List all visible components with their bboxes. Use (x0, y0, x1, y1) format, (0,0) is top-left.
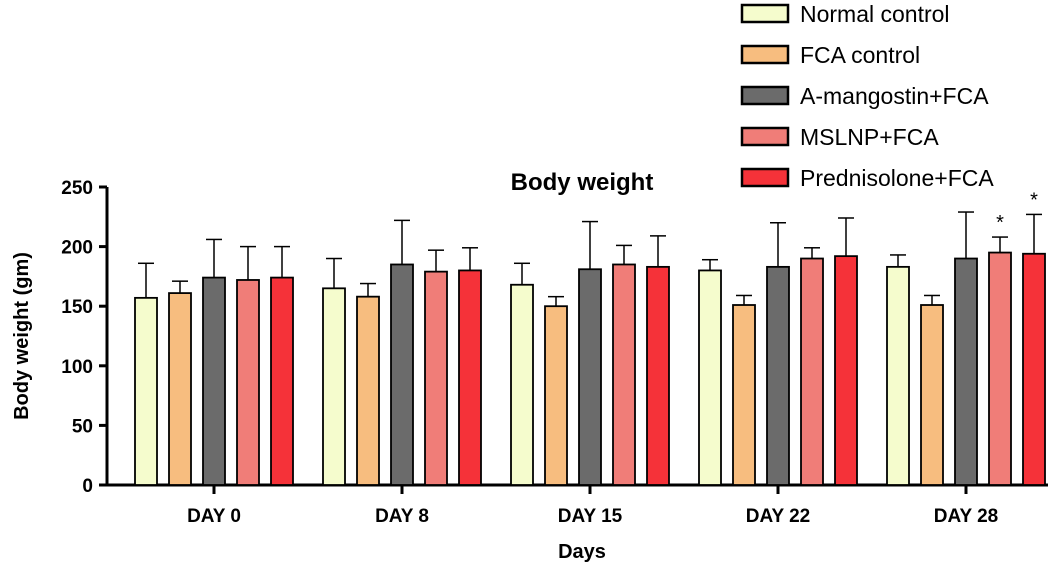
bar (168, 292, 192, 486)
chart-title: Body weight (511, 169, 654, 196)
legend-label: A-mangostin+FCA (800, 83, 989, 109)
legend: Normal control FCA control A-mangostin+FCA… (740, 1, 994, 191)
bar (646, 265, 670, 486)
legend-label: Prednisolone+FCA (800, 165, 994, 191)
y-tick-label: 0 (82, 476, 93, 497)
bar (800, 257, 824, 486)
significance-marker: * (1030, 189, 1038, 211)
legend-label: MSLNP+FCA (800, 124, 939, 150)
bar (356, 295, 380, 486)
bar (988, 251, 1012, 486)
bar (1022, 252, 1046, 486)
legend-label: FCA control (800, 42, 920, 68)
x-axis: DAY 0 DAY 8 DAY 15 DAY 22 DAY 28 (107, 483, 1048, 527)
y-tick-label: 100 (61, 357, 93, 378)
y-axis-title: Body weight (gm) (11, 252, 33, 420)
legend-swatch (740, 3, 790, 24)
bar (834, 255, 858, 486)
bars: ** (134, 189, 1046, 486)
bar (886, 265, 910, 486)
bar (424, 270, 448, 486)
bar (236, 279, 260, 486)
y-tick-label: 150 (61, 297, 93, 318)
bar (612, 263, 636, 486)
x-tick-label: DAY 0 (187, 506, 241, 527)
legend-swatch (740, 44, 790, 65)
x-axis-title: Days (558, 541, 606, 563)
legend-swatch (740, 167, 790, 188)
y-axis: 0 50 100 150 200 250 (61, 178, 109, 497)
bar (390, 263, 414, 486)
legend-swatch (740, 126, 790, 147)
x-tick-label: DAY 22 (746, 506, 810, 527)
bar (510, 283, 534, 486)
bar (954, 257, 978, 486)
y-tick-label: 50 (72, 416, 93, 437)
x-tick-label: DAY 28 (934, 506, 998, 527)
bar (732, 304, 756, 486)
bar (578, 268, 602, 486)
y-tick-label: 250 (61, 178, 93, 199)
bar (270, 276, 294, 486)
y-tick-label: 200 (61, 238, 93, 259)
bar (920, 304, 944, 486)
bar (202, 276, 226, 486)
bar (698, 269, 722, 486)
x-tick-label: DAY 8 (375, 506, 429, 527)
x-tick-label: DAY 15 (558, 506, 623, 527)
bar (322, 287, 346, 486)
bar (134, 296, 158, 486)
bar (766, 265, 790, 486)
bar (544, 305, 568, 486)
significance-marker: * (996, 212, 1004, 234)
legend-label: Normal control (800, 1, 950, 27)
legend-swatch (740, 85, 790, 106)
bar (458, 269, 482, 486)
